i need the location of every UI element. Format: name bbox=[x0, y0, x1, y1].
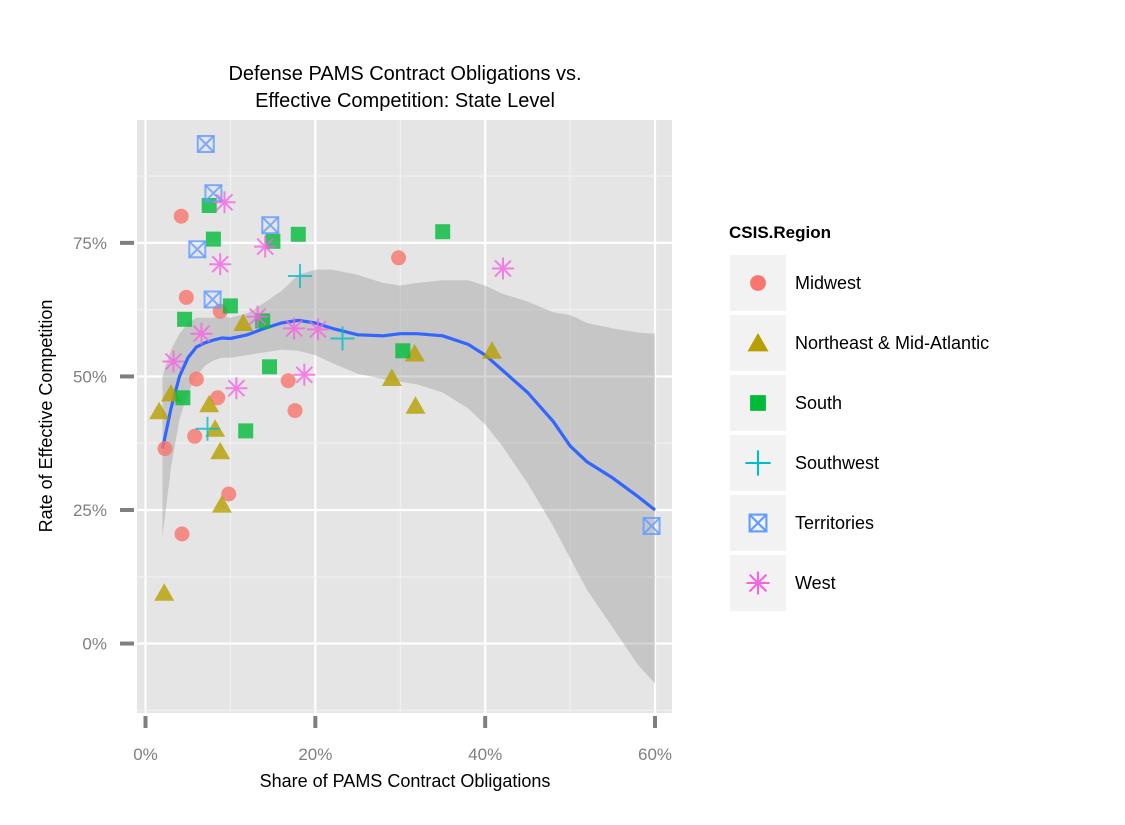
data-point-south bbox=[222, 298, 238, 314]
y-tick-label: 50% bbox=[73, 367, 107, 386]
y-tick-label: 75% bbox=[73, 234, 107, 253]
data-point-south bbox=[265, 233, 281, 249]
data-point-northeast-mid-atlantic bbox=[381, 368, 402, 386]
data-point-midwest bbox=[187, 428, 203, 444]
data-point-territories bbox=[196, 135, 215, 153]
y-axis-label: Rate of Effective Competition bbox=[36, 300, 56, 533]
data-point-west bbox=[306, 318, 329, 341]
data-point-midwest bbox=[178, 289, 194, 305]
data-point-south bbox=[175, 390, 191, 406]
x-tick-label: 60% bbox=[638, 745, 672, 764]
legend-symbol-southwest bbox=[745, 450, 771, 476]
data-point-midwest bbox=[280, 373, 296, 389]
data-point-northeast-mid-atlantic bbox=[199, 394, 220, 413]
data-point-northeast-mid-atlantic bbox=[154, 583, 175, 601]
data-point-northeast-mid-atlantic bbox=[210, 441, 231, 460]
chart-title-line-1: Defense PAMS Contract Obligations vs. bbox=[228, 63, 581, 85]
data-point-south bbox=[290, 226, 306, 242]
data-point-south bbox=[262, 359, 277, 375]
data-point-territories bbox=[642, 517, 661, 535]
confidence-band-area bbox=[162, 269, 655, 684]
data-point-west bbox=[225, 377, 248, 400]
x-tick-label: 20% bbox=[298, 745, 332, 764]
data-point-midwest bbox=[173, 208, 189, 224]
chart-title-line-2: Effective Competition: State Level bbox=[255, 90, 555, 112]
data-point-southwest bbox=[195, 416, 220, 441]
x-tick-label: 0% bbox=[133, 745, 158, 764]
legend-label-south: South bbox=[795, 393, 842, 413]
data-point-west bbox=[162, 350, 185, 373]
data-point-west bbox=[254, 235, 277, 258]
data-point-northeast-mid-atlantic bbox=[482, 341, 502, 359]
data-point-southwest bbox=[288, 264, 312, 288]
legend-symbol-south bbox=[750, 395, 766, 411]
legend-label-southwest: Southwest bbox=[795, 453, 879, 473]
x-axis-label: Share of PAMS Contract Obligations bbox=[260, 771, 551, 791]
data-point-midwest bbox=[174, 526, 190, 542]
x-tick-label: 40% bbox=[468, 745, 502, 764]
grid-lines bbox=[137, 120, 672, 713]
data-point-northeast-mid-atlantic bbox=[233, 313, 254, 331]
legend: CSIS.Region Midwest Northeast & Mid-Atlan… bbox=[729, 223, 989, 611]
data-point-southwest bbox=[330, 326, 355, 351]
data-points bbox=[149, 135, 661, 601]
data-point-territories bbox=[204, 184, 223, 203]
data-point-territories bbox=[261, 216, 280, 235]
confidence-band bbox=[162, 269, 655, 684]
y-tick-label: 0% bbox=[82, 635, 107, 654]
legend-symbol-midwest bbox=[750, 275, 766, 291]
data-point-west bbox=[492, 257, 514, 280]
data-point-south bbox=[395, 343, 411, 359]
legend-label-midwest: Midwest bbox=[795, 273, 861, 293]
legend-symbol-northeast-mid-atlantic bbox=[747, 333, 769, 352]
y-tick-label: 25% bbox=[73, 501, 107, 520]
data-point-midwest bbox=[221, 486, 237, 502]
data-point-territories bbox=[203, 290, 222, 309]
data-point-midwest bbox=[188, 371, 204, 387]
data-point-northeast-mid-atlantic bbox=[149, 401, 170, 420]
smooth-line bbox=[160, 318, 656, 512]
data-point-northeast-mid-atlantic bbox=[211, 495, 232, 513]
data-point-northeast-mid-atlantic bbox=[405, 396, 426, 414]
data-point-midwest bbox=[157, 441, 173, 457]
data-point-territories bbox=[188, 240, 207, 259]
data-point-south bbox=[177, 311, 193, 327]
data-point-south bbox=[435, 224, 451, 240]
data-point-west bbox=[213, 191, 236, 214]
data-point-west bbox=[209, 253, 232, 276]
legend-label-territories: Territories bbox=[795, 513, 874, 533]
data-point-midwest bbox=[210, 390, 226, 406]
data-point-west bbox=[283, 317, 306, 340]
legend-symbol-territories bbox=[748, 513, 768, 533]
panel-background bbox=[137, 120, 672, 713]
legend-label-west: West bbox=[795, 573, 836, 593]
data-point-west bbox=[246, 305, 269, 328]
data-point-west bbox=[293, 363, 316, 386]
data-point-midwest bbox=[391, 250, 407, 266]
smooth-trend-line bbox=[160, 318, 656, 512]
data-point-south bbox=[238, 423, 254, 439]
legend-title: CSIS.Region bbox=[729, 223, 831, 242]
data-point-south bbox=[205, 231, 221, 247]
data-point-midwest bbox=[287, 403, 303, 419]
legend-label-northeast-mid-atlantic: Northeast & Mid-Atlantic bbox=[795, 333, 989, 353]
legend-symbol-west bbox=[746, 571, 770, 595]
axes: 0% 20% 40% 60% 0% 25% 50% 75% bbox=[73, 234, 672, 764]
data-point-west bbox=[190, 322, 213, 345]
